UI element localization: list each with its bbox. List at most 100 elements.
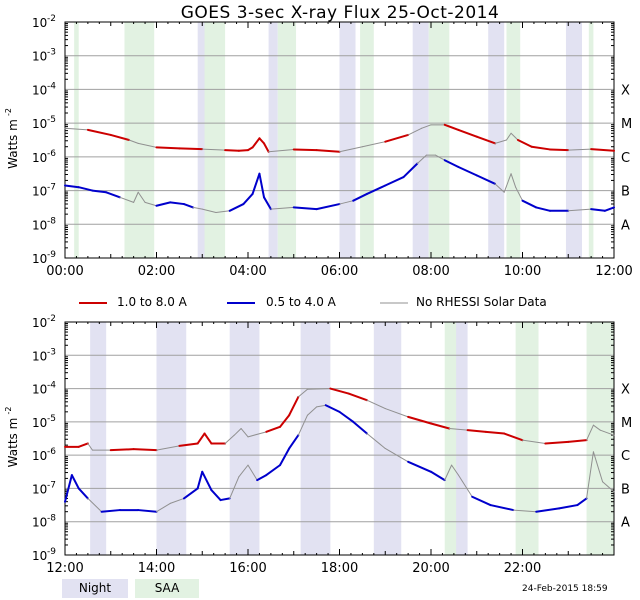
top-series-segment-short (443, 159, 460, 168)
top-series-segment-short (270, 206, 295, 210)
top-y-tick-label: 10 (32, 151, 47, 165)
bottom-series-segment-long (77, 442, 89, 448)
bottom-series-segment-short (297, 414, 308, 436)
legend-short-label: 0.5 to 4.0 A (266, 295, 336, 309)
top-series-segment-short (402, 162, 419, 179)
bottom-series-segment-short (444, 464, 453, 481)
bottom-series-segment-long (466, 429, 487, 433)
bottom-y-tick-exponent: -8 (47, 514, 56, 524)
top-series-segment-long (315, 149, 341, 153)
top-x-tick-label: 04:00 (229, 264, 266, 279)
top-series-segment-long (548, 148, 570, 152)
top-series-segment-short (475, 174, 497, 185)
top-series-segment-short (384, 176, 405, 187)
top-y-tick-label: 10 (32, 252, 47, 266)
top-series-segment-long (590, 148, 615, 152)
top-series-segment-short (590, 208, 606, 212)
bottom-series-segment-short (87, 497, 103, 513)
top-series-segment-short (137, 191, 146, 203)
bottom-series-segment-short (576, 497, 588, 507)
bottom-x-tick-label: 16:00 (229, 561, 266, 576)
bottom-class-label: X (621, 383, 630, 398)
bottom-series-segment-long (592, 424, 601, 431)
bottom-y-tick-label: 10 (32, 316, 47, 330)
bottom-series-segment-short (430, 470, 446, 482)
bottom-series-segment-short (64, 474, 73, 503)
top-series-segment-long (251, 137, 261, 149)
bottom-series-segment-long (366, 399, 386, 410)
bottom-series-segment-long (196, 432, 206, 445)
top-series-segment-long (263, 142, 270, 153)
top-y-tick-exponent: -7 (47, 183, 56, 193)
top-series-segment-short (201, 208, 217, 213)
bottom-series-segment-long (178, 442, 199, 447)
bottom-series-segment-short (558, 504, 579, 510)
bottom-series-segment-short (77, 487, 89, 500)
saa-key-label: SAA (154, 581, 180, 595)
night-key-label: Night (78, 581, 112, 595)
top-y-tick-label: 10 (32, 218, 47, 232)
top-series-segment-short (457, 165, 478, 177)
bottom-y-tick-exponent: -2 (47, 314, 56, 324)
bottom-series-segment-short (238, 464, 249, 478)
bottom-y-tick-label: 10 (32, 383, 47, 397)
top-night-span (197, 22, 207, 258)
bottom-series-segment-long (384, 408, 409, 418)
top-night-span (268, 22, 278, 258)
generation-timestamp: 24-Feb-2015 18:59 (522, 584, 608, 594)
bottom-series-segment-long (329, 387, 350, 395)
top-y-axis-label: Watts m (6, 119, 20, 169)
top-series-segment-short (263, 196, 272, 211)
bottom-series-segment-short (407, 460, 432, 473)
top-series-segment-long (178, 147, 204, 151)
top-saa-span (360, 22, 374, 258)
top-series-segment-short (77, 186, 94, 192)
top-saa-span (277, 22, 297, 258)
bottom-series-segment-long (306, 388, 331, 390)
top-series-segment-short (133, 191, 139, 203)
bottom-x-tick-label: 14:00 (138, 561, 175, 576)
bottom-night-span (300, 322, 331, 555)
top-class-label: A (621, 218, 630, 233)
bottom-saa-span (586, 322, 614, 555)
bottom-series-segment-long (203, 432, 213, 445)
bottom-series-segment-short (592, 451, 604, 483)
top-series-segment-short (352, 192, 368, 202)
bottom-y-tick-label: 10 (32, 416, 47, 430)
bottom-series-segment-short (306, 406, 318, 416)
top-y-tick-exponent: -2 (47, 14, 56, 24)
top-series-segment-long (361, 141, 386, 148)
bottom-series-segment-long (247, 431, 267, 438)
top-x-tick-label: 10:00 (504, 264, 541, 279)
bottom-series-segment-short (471, 495, 492, 507)
top-series-segment-long (443, 123, 460, 131)
night-key-box (62, 579, 128, 598)
top-series-segment-short (242, 192, 254, 206)
bottom-series-segment-long (484, 430, 506, 435)
bottom-series-segment-short (247, 464, 258, 481)
bottom-series-segment-long (448, 428, 469, 431)
top-series-segment-short (365, 184, 387, 195)
bottom-x-tick-label: 12:00 (46, 561, 83, 576)
bottom-night-span (90, 322, 107, 555)
top-y-tick-label: 10 (32, 117, 47, 131)
top-night-span (565, 22, 582, 258)
bottom-series-segment-long (567, 439, 588, 443)
bottom-y-tick-exponent: -9 (47, 547, 56, 557)
top-series-segment-short (105, 191, 121, 199)
top-series-segment-long (421, 124, 432, 129)
top-series-segment-short (339, 200, 354, 205)
bottom-series-segment-short (265, 464, 282, 477)
bottom-y-axis-label: Watts m (6, 418, 20, 468)
bottom-series-segment-short (288, 434, 300, 450)
top-series-segment-short (315, 203, 341, 211)
bottom-series-segment-short (210, 489, 222, 502)
bottom-night-span (229, 322, 260, 555)
top-class-label: B (621, 185, 630, 200)
bottom-series-segment-short (586, 451, 594, 499)
bottom-class-label: M (621, 416, 632, 431)
bottom-series-segment-short (535, 507, 561, 513)
top-y-tick-exponent: -6 (47, 149, 56, 159)
legend-long-label: 1.0 to 8.0 A (117, 295, 187, 309)
top-series-segment-long (407, 127, 423, 136)
